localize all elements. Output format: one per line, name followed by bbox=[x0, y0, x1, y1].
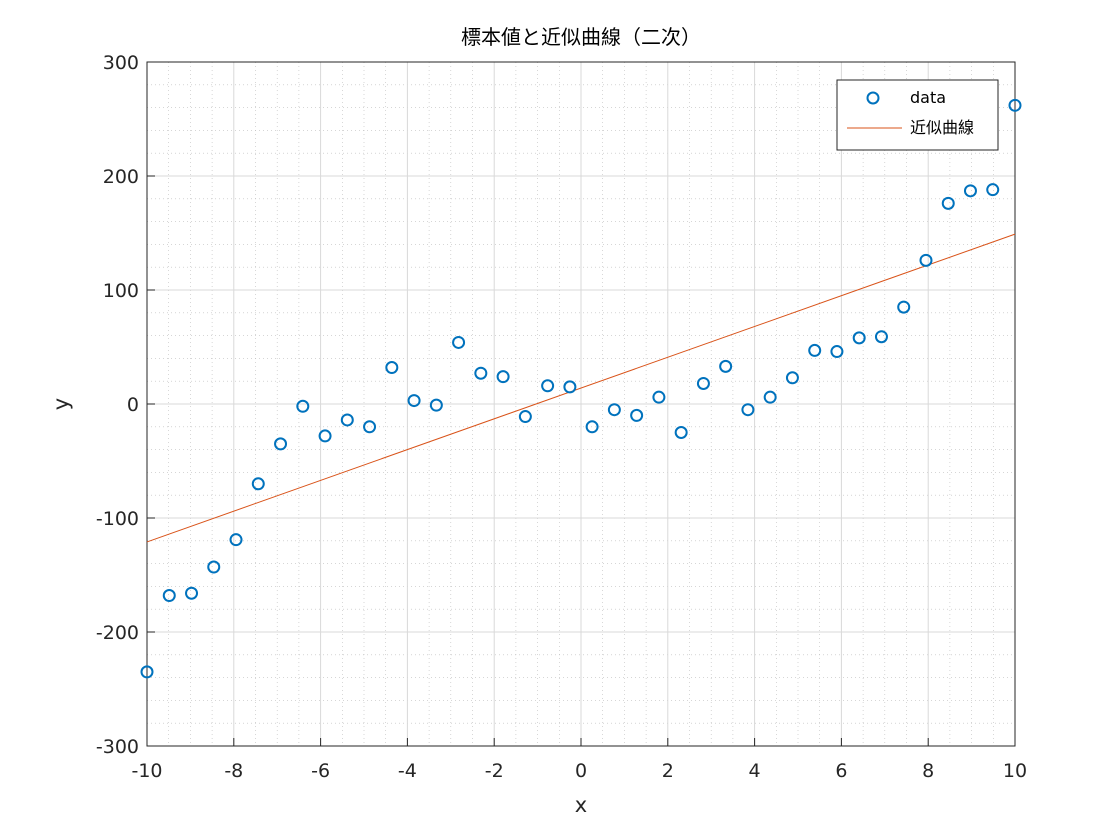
x-tick-label: 0 bbox=[575, 760, 587, 782]
plot-frame bbox=[146, 61, 1016, 747]
legend: data 近似曲線 bbox=[836, 79, 999, 151]
data-point bbox=[607, 403, 621, 417]
y-axis-label: y bbox=[49, 398, 73, 410]
data-point bbox=[763, 390, 777, 404]
data-point bbox=[630, 408, 644, 422]
data-point bbox=[852, 331, 866, 345]
data-point bbox=[963, 184, 977, 198]
data-point bbox=[274, 437, 288, 451]
data-point bbox=[719, 359, 733, 373]
x-axis-label: x bbox=[575, 793, 587, 817]
x-tick-label: -8 bbox=[224, 760, 243, 782]
data-point bbox=[207, 560, 221, 574]
data-point bbox=[251, 477, 265, 491]
x-tick-label: 6 bbox=[835, 760, 847, 782]
data-point bbox=[830, 345, 844, 359]
data-point bbox=[474, 366, 488, 380]
data-point bbox=[1008, 98, 1022, 112]
y-tick-label: 300 bbox=[103, 52, 139, 74]
data-point bbox=[229, 533, 243, 547]
data-point bbox=[541, 379, 555, 393]
x-tick-label: -6 bbox=[311, 760, 330, 782]
y-tick-label: 200 bbox=[103, 166, 139, 188]
data-point bbox=[518, 410, 532, 424]
data-point bbox=[808, 343, 822, 357]
y-tick-label: -300 bbox=[96, 736, 139, 758]
legend-fit-label: 近似曲線 bbox=[910, 118, 974, 137]
y-tick-labels: -300 -200 -100 0 100 200 300 bbox=[96, 52, 139, 758]
chart-title: 標本値と近似曲線（二次） bbox=[461, 25, 701, 49]
x-tick-label: -4 bbox=[398, 760, 417, 782]
minor-grid bbox=[147, 62, 1015, 746]
data-point bbox=[674, 426, 688, 439]
data-point bbox=[340, 413, 354, 427]
data-point bbox=[296, 399, 310, 413]
data-point bbox=[986, 183, 1000, 197]
data-point bbox=[363, 420, 377, 434]
x-tick-label: 2 bbox=[662, 760, 674, 782]
data-point bbox=[496, 370, 510, 384]
x-tick-labels: -10 -8 -6 -4 -2 0 2 4 6 8 10 bbox=[131, 760, 1027, 782]
fit-line bbox=[146, 233, 1016, 543]
y-tick-label: -100 bbox=[96, 508, 139, 530]
data-point bbox=[585, 420, 599, 434]
x-tick-label: 8 bbox=[922, 760, 934, 782]
data-point bbox=[919, 253, 933, 267]
fit-line-group bbox=[146, 233, 1016, 543]
data-point bbox=[407, 394, 421, 408]
data-point bbox=[696, 376, 710, 390]
data-point bbox=[429, 398, 443, 412]
data-point bbox=[318, 429, 332, 443]
x-tick-label: 4 bbox=[749, 760, 761, 782]
data-markers bbox=[140, 98, 1022, 679]
data-point bbox=[874, 330, 888, 344]
x-tick-label: -10 bbox=[131, 760, 162, 782]
data-point bbox=[563, 380, 577, 394]
data-point bbox=[652, 390, 666, 404]
data-point bbox=[385, 361, 399, 375]
data-point bbox=[941, 196, 955, 210]
x-tick-label: -2 bbox=[485, 760, 504, 782]
data-point bbox=[185, 586, 199, 600]
data-point bbox=[140, 665, 154, 679]
legend-box bbox=[836, 79, 999, 151]
y-tick-label: 100 bbox=[103, 280, 139, 302]
legend-data-marker bbox=[866, 91, 880, 105]
data-point bbox=[741, 403, 755, 417]
data-point bbox=[785, 371, 799, 385]
x-tick-label: 10 bbox=[1003, 760, 1027, 782]
y-tick-label: -200 bbox=[96, 622, 139, 644]
data-point bbox=[897, 300, 911, 314]
data-point bbox=[162, 589, 176, 603]
data-point bbox=[452, 335, 466, 349]
y-tick-label: 0 bbox=[127, 394, 139, 416]
legend-data-label: data bbox=[910, 88, 946, 107]
